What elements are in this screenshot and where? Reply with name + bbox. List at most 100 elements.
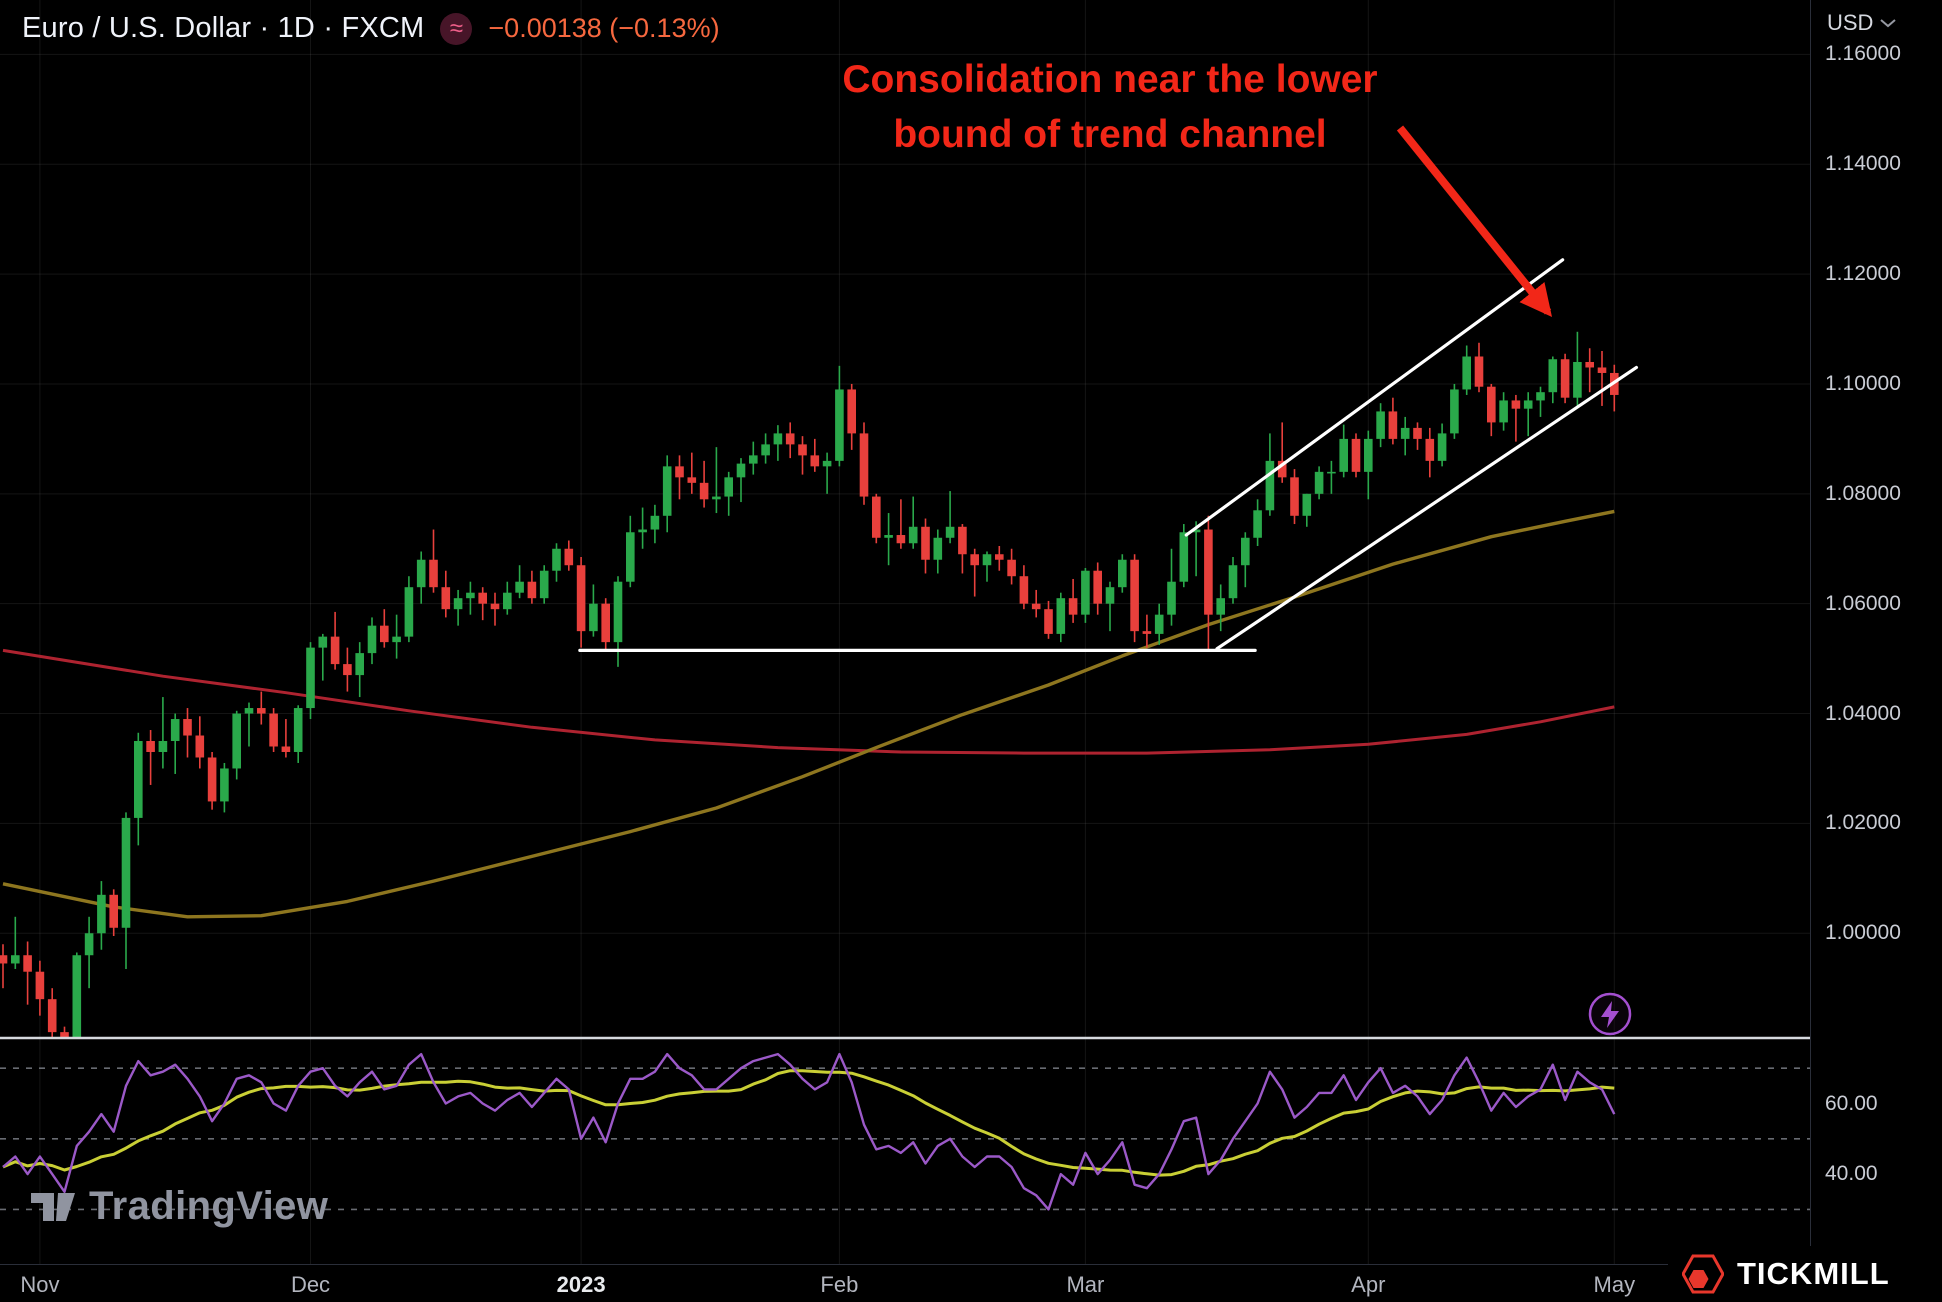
candle [330,611,340,670]
candle [601,598,610,651]
candle [121,812,131,969]
candle [515,565,524,599]
annotation-arrow[interactable] [1396,125,1553,317]
candle [1130,554,1139,643]
candle [1253,499,1262,547]
candle [638,507,647,549]
candle [921,518,930,574]
candle [60,1026,69,1038]
candle [146,730,155,785]
candle [244,702,254,747]
tradingview-logo-icon [31,1192,75,1221]
candle [1400,416,1410,456]
candle [1487,383,1496,437]
candle [1351,433,1361,478]
candle [453,589,463,626]
candle [72,952,82,1038]
candle [589,584,598,637]
time-axis-label: Feb [820,1272,859,1297]
candle [47,988,57,1038]
time-axis-label: 2023 [556,1272,606,1297]
candle [293,705,303,763]
candle [527,570,537,604]
tickmill-logo: TICKMILL [1668,1246,1942,1302]
candle [1474,342,1484,393]
candle [982,551,992,582]
candle [1216,584,1225,632]
approx-icon: ≈ [449,14,463,42]
candle [1413,422,1422,450]
candle [564,540,574,571]
candle [1585,348,1594,393]
candle [650,504,660,544]
candle [1081,567,1090,623]
currency-label: USD [1827,10,1874,35]
candle [1044,600,1053,639]
candle [687,452,697,494]
candle [220,762,229,813]
candle [1314,466,1324,500]
candle [1388,397,1398,445]
tradingview-watermark[interactable]: TradingView [30,1184,328,1229]
candle [626,515,635,588]
tradingview-watermark-label: TradingView [89,1184,329,1228]
time-axis[interactable]: Nov Dec 2023 Feb Mar Apr May [0,1264,1942,1302]
candle [380,609,389,648]
candle [1523,392,1533,437]
candle [1560,353,1570,404]
candle [183,708,192,758]
candle [281,719,291,758]
candle [392,614,401,659]
chevron-down-icon [1880,19,1897,28]
annotation-text[interactable]: Consolidation near the lower bound of tr… [770,52,1450,162]
candle [872,493,881,544]
time-axis-label: Dec [290,1272,331,1297]
quick-trade-button[interactable] [1586,990,1634,1038]
candle [712,447,721,514]
candle [1007,548,1016,585]
annotation-line-1: Consolidation near the lower [842,58,1378,101]
candle [1302,493,1312,527]
candle [724,471,733,516]
candle [1610,364,1619,412]
candle [835,365,844,467]
candle [416,551,426,604]
price-axis[interactable]: USD 1.16000 1.14000 1.12000 1.10000 1.08000 1… [1810,0,1942,1264]
candle [859,422,869,505]
candle [1031,589,1041,618]
rsi-line [2,1052,1616,1211]
candle [1068,578,1078,623]
symbol-title[interactable]: Euro / U.S. Dollar · 1D · FXCM [22,12,425,44]
candle [1191,521,1201,577]
ma-red-line[interactable] [2,648,1615,755]
candle [1118,554,1127,593]
lightning-icon [1588,992,1632,1036]
candle [822,452,832,494]
candle [195,716,205,769]
candle [1154,603,1164,645]
candle [0,944,8,989]
ma-yellow-line[interactable] [2,509,1615,919]
candle [1019,565,1029,610]
candle [97,881,106,950]
candle [785,422,795,459]
channel-upper-line[interactable] [1184,258,1565,537]
candle [404,576,414,643]
candle [773,425,783,461]
candle [552,543,561,582]
candle [1437,423,1447,467]
candle [749,441,758,475]
data-status-badge[interactable]: ≈ [440,12,473,45]
rsi-pane[interactable] [0,1052,1810,1211]
main-pane[interactable] [0,258,1639,1082]
candle [1462,345,1471,395]
price-change: −0.00138 (−0.13%) [488,13,720,43]
candle [1511,394,1521,442]
candle [736,458,746,503]
currency-dropdown[interactable]: USD [1827,10,1897,36]
price-tick-label: 1.16000 [1825,42,1901,66]
candle [232,710,241,780]
channel-lower-line[interactable] [1215,365,1639,651]
candle [1277,422,1287,483]
